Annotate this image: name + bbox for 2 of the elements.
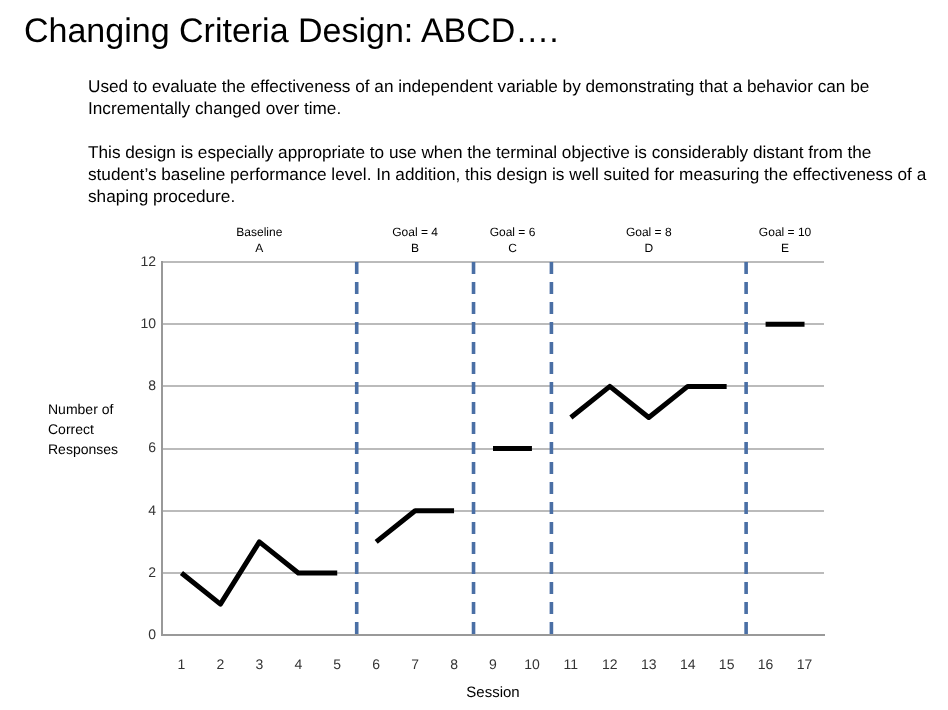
chart-title: Changing Criteria Design: ABCD…. (24, 12, 559, 52)
text: Used to evaluate the effectiveness of an independent variable by demonstrating that a behavior can be Incrementally changed over time. This design is especially appropriate to use when the terminal objective is considerably distant from the student’s baseline performance level. In addition, this design is well suited for measuring the effectiveness of a shaping procedure. (88, 76, 927, 206)
